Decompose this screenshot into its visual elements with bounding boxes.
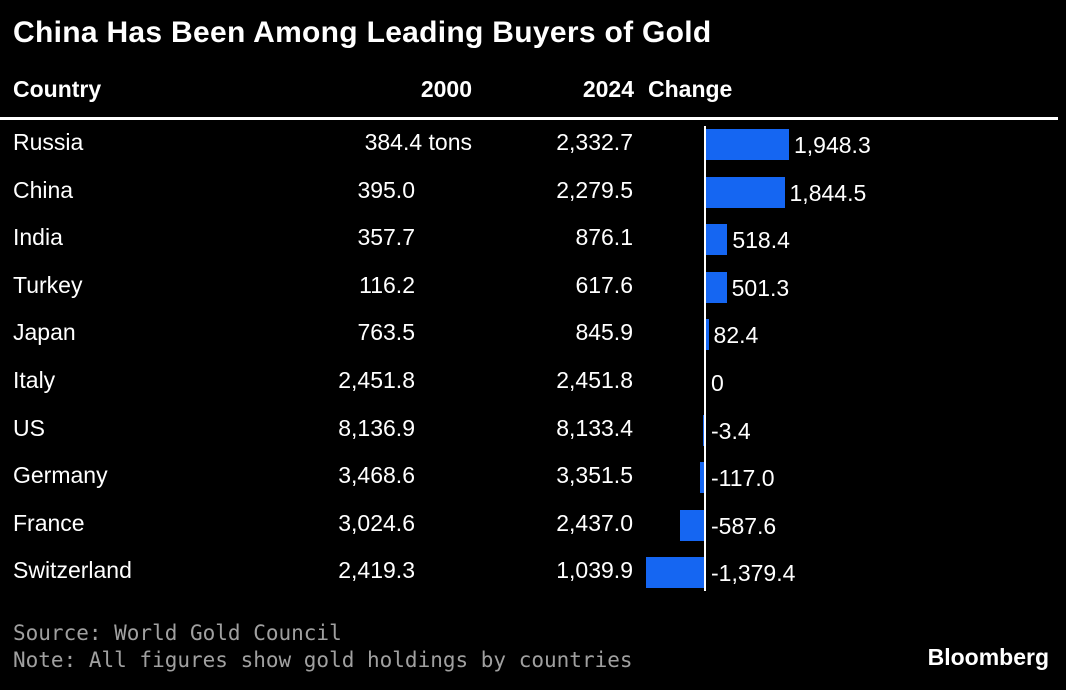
chart-title: China Has Been Among Leading Buyers of G… — [13, 16, 712, 49]
value-2024-cell: 845.9 — [575, 319, 633, 346]
table-row: Turkey 116.2 617.6 501.3 — [0, 270, 1066, 318]
zero-axis-line — [704, 126, 706, 591]
change-label: 0 — [711, 370, 724, 396]
change-label: -3.4 — [711, 417, 751, 444]
table-row: US 8,136.9 8,133.4 -3.4 — [0, 413, 1066, 461]
value-2000-cell: 2,419.3 — [338, 557, 415, 584]
value-2024-cell: 2,437.0 — [556, 509, 633, 536]
country-cell: Turkey — [13, 271, 83, 298]
table-row: India 357.7 876.1 518.4 — [0, 222, 1066, 270]
change-label: -587.6 — [711, 512, 777, 539]
value-2000-cell: 116.2 — [359, 271, 415, 298]
change-label: 82.4 — [713, 322, 759, 349]
country-cell: Japan — [13, 319, 76, 346]
note-text: Note: All figures show gold holdings by … — [13, 648, 633, 672]
change-label: 1,948.3 — [794, 132, 871, 158]
country-cell: Switzerland — [13, 557, 132, 584]
change-bar — [679, 509, 705, 541]
country-cell: China — [13, 176, 74, 203]
value-2024-cell: 3,351.5 — [556, 462, 633, 489]
table-row: Italy 2,451.8 2,451.8 0 — [0, 365, 1066, 413]
change-bar — [705, 319, 709, 351]
value-2024-cell: 617.6 — [575, 271, 633, 298]
country-cell: Germany — [13, 462, 108, 489]
table-row: Germany 3,468.6 3,351.5 -117.0 — [0, 460, 1066, 508]
value-2024-cell: 1,039.9 — [556, 557, 633, 584]
value-2000-cell: 3,468.6 — [338, 462, 415, 489]
value-2000-cell: 8,136.9 — [338, 414, 415, 441]
source-text: Source: World Gold Council — [13, 621, 342, 645]
change-label: -1,379.4 — [711, 560, 796, 587]
value-2000-cell: 763.5 — [357, 319, 415, 346]
table-row: Switzerland 2,419.3 1,039.9 -1,379.4 — [0, 555, 1066, 603]
change-label: -117.0 — [711, 465, 775, 492]
value-2024-cell: 2,332.7 — [556, 129, 633, 155]
country-cell: France — [13, 509, 85, 536]
change-label: 501.3 — [731, 274, 790, 301]
change-bar — [705, 224, 728, 256]
table-row: China 395.0 2,279.5 1,844.5 — [0, 175, 1066, 223]
change-bar — [705, 271, 727, 303]
table-row: Japan 763.5 845.9 82.4 — [0, 317, 1066, 365]
country-cell: Russia — [13, 129, 84, 155]
change-label: 1,844.5 — [789, 179, 867, 206]
value-2024-cell: 876.1 — [575, 224, 633, 251]
value-2024-cell: 2,279.5 — [556, 176, 633, 203]
header-rule — [0, 117, 1058, 120]
country-cell: India — [13, 224, 63, 251]
table-row: Russia 384.4 tons 2,332.7 1,948.3 — [0, 127, 1066, 175]
change-bar — [645, 557, 705, 589]
change-label: 518.4 — [732, 227, 790, 254]
table-row: France 3,024.6 2,437.0 -587.6 — [0, 508, 1066, 556]
value-2000-cell: 3,024.6 — [338, 509, 415, 536]
value-2024-cell: 2,451.8 — [556, 367, 633, 393]
change-bar — [705, 129, 789, 160]
header-2024: 2024 — [582, 76, 634, 102]
change-bar — [699, 462, 705, 494]
footer-notes: Source: World Gold Council Note: All fig… — [13, 620, 633, 674]
value-2000-cell: 384.4 tons — [364, 129, 472, 155]
country-cell: Italy — [13, 367, 56, 393]
header-change: Change — [648, 76, 733, 102]
country-cell: US — [13, 414, 45, 441]
value-2000-cell: 2,451.8 — [338, 367, 415, 393]
header-2000: 2000 — [420, 76, 472, 102]
header-country: Country — [13, 76, 102, 102]
value-2000-cell: 357.7 — [357, 224, 415, 251]
bloomberg-logo: Bloomberg — [927, 644, 1049, 670]
value-2000-cell: 395.0 — [357, 176, 415, 203]
change-bar — [705, 176, 785, 208]
value-2024-cell: 8,133.4 — [556, 414, 633, 441]
